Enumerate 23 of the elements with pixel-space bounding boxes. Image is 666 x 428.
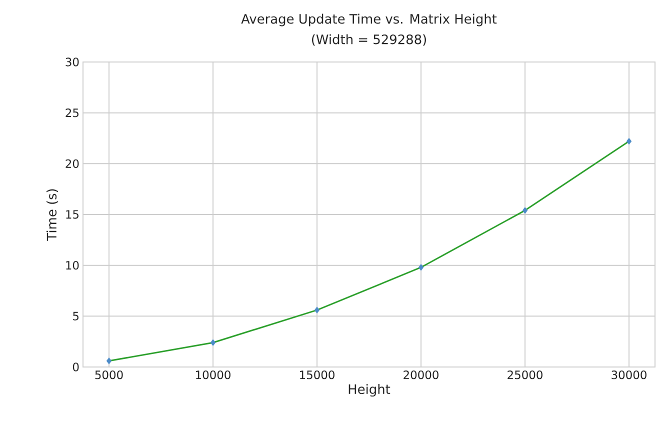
- y-tick-label: 15: [66, 210, 78, 219]
- x-tick-label: 30000: [612, 370, 646, 380]
- point: [314, 306, 320, 314]
- x-axis-title: Height: [348, 384, 390, 397]
- x-tick-label: 20000: [404, 370, 438, 380]
- y-tick-label: 20: [66, 159, 79, 168]
- point: [106, 358, 112, 364]
- point: [418, 264, 424, 271]
- point: [522, 207, 528, 214]
- point: [210, 339, 216, 346]
- point: [626, 138, 632, 145]
- x-tick-label: 15000: [300, 370, 334, 380]
- y-tick-label: 10: [66, 261, 79, 270]
- x-tick-label: 5000: [95, 370, 123, 380]
- chart-subtitle: (Width = 529288): [312, 34, 426, 46]
- chart-title: Average Update Time vs. Matrix Height: [241, 14, 497, 26]
- y-tick-label: 0: [72, 362, 79, 372]
- y-tick-label: 25: [66, 108, 78, 118]
- x-tick-label: 10000: [196, 370, 230, 380]
- x-tick-label: 25000: [508, 370, 542, 380]
- y-tick-label: 5: [73, 312, 78, 320]
- y-tick-label: 30: [66, 58, 79, 66]
- y-axis-title: Time (s): [46, 189, 58, 241]
